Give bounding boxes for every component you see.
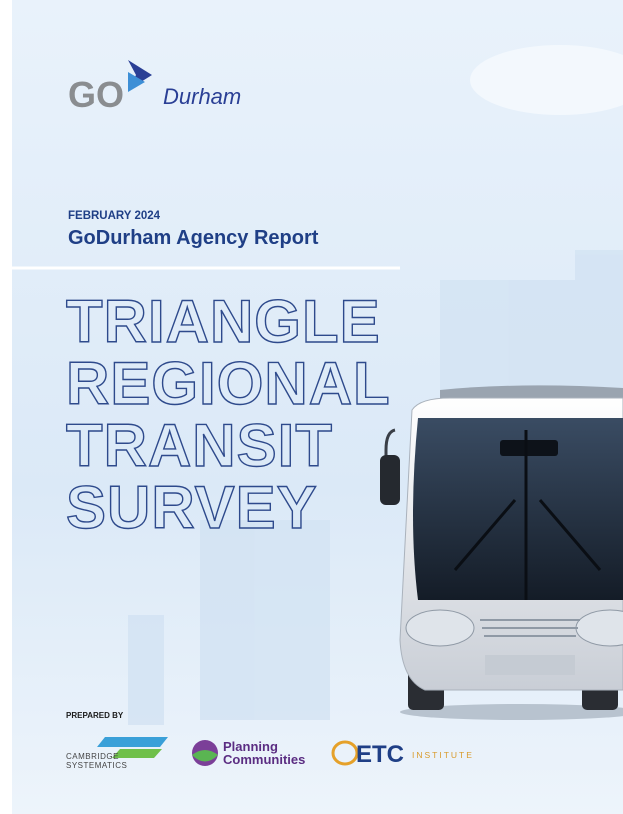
firm-text: SYSTEMATICS: [66, 761, 127, 770]
report-name: GoDurham Agency Report: [68, 227, 319, 249]
firm-text: ETC: [356, 741, 404, 768]
bus-headlight: [406, 610, 474, 646]
cs-stripe: [112, 749, 162, 758]
firm-text: CAMBRIDGE: [66, 752, 119, 761]
logo-mark: GO: [68, 74, 124, 115]
bus-plate: [485, 655, 575, 675]
prepared-label: PREPARED BY: [66, 711, 124, 720]
body: GO Durham FEBRUARY 2024 GoDurham Agency …: [0, 0, 623, 814]
firm-text: Communities: [223, 752, 305, 767]
skyline-part: [200, 520, 330, 720]
title-line: SURVEY: [66, 474, 318, 541]
bus-mirror: [380, 455, 400, 505]
cover: GO Durham FEBRUARY 2024 GoDurham Agency …: [0, 0, 623, 814]
skyline-part: [128, 615, 164, 725]
title-line: TRIANGLE: [66, 288, 381, 355]
bus-sign: [500, 440, 558, 456]
skyline-part: [440, 280, 580, 400]
firm-text: INSTITUTE: [412, 750, 474, 760]
skyline-part: [575, 250, 623, 400]
title-line: TRANSIT: [66, 412, 333, 479]
logo-name: Durham: [163, 84, 241, 109]
page: GoDurham Agency Report {"logo": {"mark":…: [0, 0, 623, 814]
report-date: FEBRUARY 2024: [68, 210, 161, 222]
title-line: REGIONAL: [66, 350, 391, 417]
bus: [380, 385, 623, 720]
cs-stripe: [97, 737, 168, 747]
